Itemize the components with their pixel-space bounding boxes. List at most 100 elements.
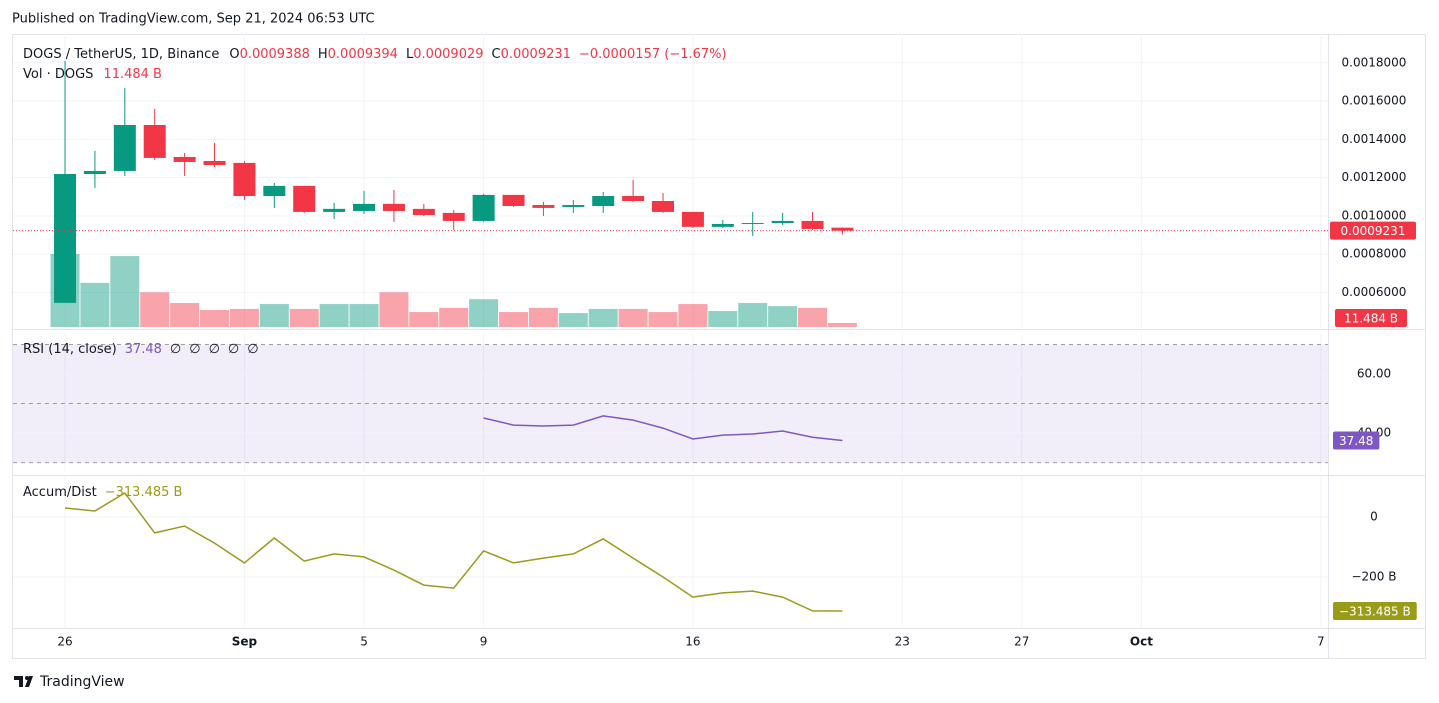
y-tick-label: 0.0010000 — [1342, 208, 1407, 222]
candle-body — [442, 212, 465, 221]
chart-title: DOGS / TetherUS, 1D, Binance O0.0009388 H0… — [23, 47, 727, 62]
candle-body — [622, 196, 645, 202]
indicator-name: Accum/Dist — [23, 485, 97, 500]
candle-body — [83, 170, 106, 175]
volume-bar — [229, 308, 259, 327]
candle-body — [233, 162, 256, 197]
candle-body — [113, 124, 136, 171]
x-tick-label: Sep — [232, 635, 258, 649]
candle-body — [532, 205, 555, 208]
volume-bar — [140, 292, 170, 327]
candle-body — [203, 160, 226, 166]
change: −0.0000157 (−1.67%) — [579, 47, 727, 62]
x-tick-label: 16 — [685, 635, 700, 649]
volume-bar — [170, 303, 200, 327]
indicator-extra: ∅ — [228, 342, 239, 357]
candle-body — [293, 185, 316, 212]
price-label-box — [1333, 602, 1417, 621]
y-tick-label: 0.0016000 — [1342, 94, 1407, 108]
volume-bar — [678, 304, 708, 327]
y-tick-label: 0 — [1370, 510, 1378, 524]
price-label: 11.484 B — [1344, 312, 1398, 326]
frame — [12, 34, 1426, 659]
volume-bar — [200, 309, 230, 327]
volume-value: 11.484 B — [103, 67, 162, 82]
price-label-box — [1335, 309, 1407, 327]
ohlc-name: O — [229, 47, 239, 62]
series-line — [483, 415, 843, 442]
x-tick-label: 26 — [57, 635, 72, 649]
indicator-extra: ∅ — [189, 342, 200, 357]
volume-bar — [558, 313, 588, 327]
volume-bar — [827, 323, 857, 327]
y-tick-label: 0.0014000 — [1342, 132, 1407, 146]
volume-bar — [528, 307, 558, 327]
y-tick-label: 0.0008000 — [1342, 247, 1407, 261]
grid — [13, 34, 1328, 629]
volume-bar — [379, 292, 409, 327]
indicator-legend: Accum/Dist −313.485 B — [23, 485, 182, 500]
ohlc-value: 0.0009388 — [240, 47, 310, 62]
x-tick-label: 9 — [480, 635, 488, 649]
ohlc-name: L — [406, 47, 414, 62]
x-tick-label: 23 — [895, 635, 910, 649]
indicator-value: 37.48 — [125, 342, 162, 357]
ohlc-name: C — [492, 47, 501, 62]
volume-bar — [319, 304, 349, 327]
ohlc-value: 0.0009394 — [328, 47, 398, 62]
volume-bar — [349, 304, 379, 327]
indicator-extra: ∅ — [247, 342, 258, 357]
volume-name: Vol · DOGS — [23, 67, 93, 82]
candle-body — [353, 203, 376, 211]
price-label: 0.0009231 — [1341, 224, 1406, 238]
published: Published on TradingView.com, Sep 21, 20… — [12, 12, 375, 27]
x-tick-label: 7 — [1317, 635, 1325, 649]
volume-bar — [738, 303, 768, 327]
candle-body — [54, 174, 77, 303]
candle-body — [323, 208, 346, 212]
candle-body — [502, 194, 525, 206]
indicator-extra: ∅ — [170, 342, 181, 357]
brand-logo — [14, 676, 33, 687]
volume-bar — [409, 312, 439, 327]
volume-bar — [618, 308, 648, 327]
volume-bar — [768, 306, 798, 327]
symbol: DOGS / TetherUS, 1D, Binance — [23, 47, 219, 62]
candle-body — [412, 208, 435, 215]
volume-bar — [439, 307, 469, 327]
candle-body — [173, 156, 196, 162]
candle-body — [263, 185, 286, 197]
y-tick-label: −200 B — [1351, 570, 1396, 584]
indicator-extra: ∅ — [209, 342, 220, 357]
indicator-legend: RSI (14, close) 37.48 ∅ ∅ ∅ ∅ ∅ — [23, 342, 259, 357]
x-tick-label: 27 — [1014, 635, 1029, 649]
y-tick-label: 60.00 — [1357, 366, 1391, 380]
candle-body — [382, 203, 405, 211]
volume-legend: Vol · DOGS 11.484 B — [23, 67, 162, 82]
volume-bar — [259, 304, 289, 327]
candle-body — [831, 227, 854, 231]
candle-body — [562, 205, 585, 207]
indicator-value: −313.485 B — [105, 485, 183, 500]
marks — [50, 60, 857, 612]
ohlc-value: 0.0009029 — [413, 47, 483, 62]
volume-bar — [798, 307, 828, 327]
volume-bar — [469, 299, 499, 327]
volume-bar — [110, 256, 140, 327]
ohlc-value: 0.0009231 — [501, 47, 571, 62]
candle-body — [681, 211, 704, 227]
x-tick-label: Oct — [1130, 635, 1153, 649]
volume-bar — [588, 308, 618, 327]
volume-bar — [80, 282, 110, 327]
volume-bar — [289, 308, 319, 327]
candle-body — [741, 223, 764, 225]
y-tick-label: 0.0018000 — [1342, 55, 1407, 69]
candle-body — [711, 223, 734, 227]
ohlc-name: H — [318, 47, 328, 62]
x-tick-label: 5 — [360, 635, 368, 649]
y-tick-label: 0.0012000 — [1342, 170, 1407, 184]
indicator-name: RSI (14, close) — [23, 342, 117, 357]
volume-bar — [648, 312, 678, 327]
series-line — [64, 492, 843, 612]
